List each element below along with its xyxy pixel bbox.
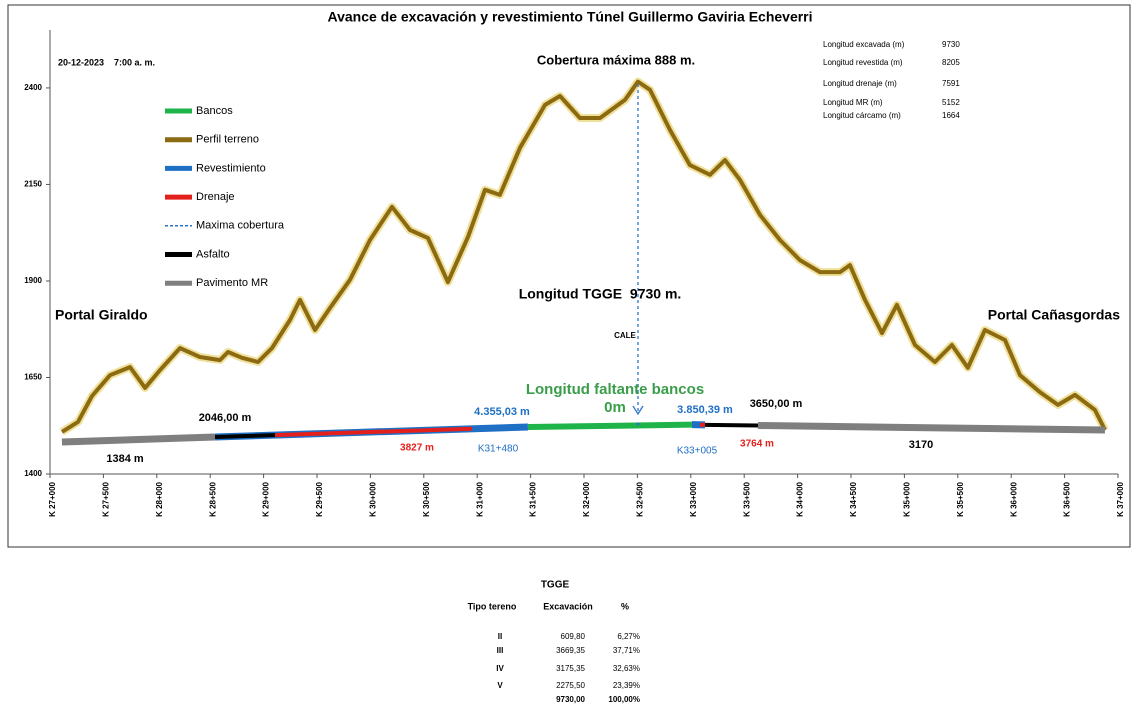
table-cell: 3669,35 [556,646,585,655]
x-tick-label: K 27+500 [102,481,111,516]
table-cell: 6,27% [617,632,640,641]
table-cell: 3175,35 [556,664,585,673]
x-tick-label: K 35+000 [903,481,912,516]
annotation: 1384 m [106,453,144,465]
stat-name: Longitud MR (m) [823,98,883,107]
x-tick-label: K 32+000 [582,481,591,516]
stat-name: Longitud cárcamo (m) [823,111,901,120]
table-cell: 23,39% [613,681,640,690]
legend-label: Revestimiento [196,162,266,174]
tunnel-segment [757,422,1106,434]
annotation: K31+480 [478,444,519,455]
table-cell: II [498,632,502,641]
annotation: CALE [614,331,636,340]
annotation: Cobertura máxima 888 m. [537,52,695,67]
table-cell: 609,80 [561,632,586,641]
y-tick-label: 2150 [24,180,42,189]
x-tick-label: K 30+500 [422,481,431,516]
stats-box: Longitud excavada (m) 9730 Longitud revest… [823,40,960,120]
date: 20-12-2023 7:00 a. m. [58,57,155,67]
chart-title: Avance de excavación y revestimiento Tún… [327,9,812,25]
annotation: Portal Giraldo [55,307,148,323]
stat-value: 1664 [942,111,960,120]
table-header: % [621,601,629,611]
tunnel-segment [214,433,276,440]
stat-value: 7591 [942,79,960,88]
tunnel-segment [274,426,473,438]
annotation: 3764 m [740,439,774,450]
annotation: 4.355,03 m [474,406,530,418]
stat-value: 9730 [942,40,960,49]
x-tick-label: K 28+000 [155,481,164,516]
table-total: 9730,00 [556,695,585,704]
table-cell: IV [496,664,504,673]
legend-label: Maxima cobertura [196,220,285,232]
legend-label: Drenaje [196,191,235,203]
x-tick-label: K 36+000 [1009,481,1018,516]
annotation: K33+005 [677,446,718,457]
annotation: 3170 [909,439,933,451]
annotation: 3.850,39 m [677,404,733,416]
tunnel-segment [704,422,759,428]
table-cell: V [497,681,503,690]
table-header: Tipo tereno [468,601,517,611]
stat-value: 8205 [942,58,960,67]
y-tick-label: 1650 [24,373,42,382]
table-total: 100,00% [608,695,640,704]
x-tick-label: K 29+500 [315,481,324,516]
annotation: 3827 m [400,443,434,454]
annotation: 0m [604,399,626,416]
max-cover-arrow [632,405,644,416]
annotation: Longitud faltante bancos [526,381,704,398]
x-tick-label: K 28+500 [208,481,217,516]
plot: 1400 1650 1900 2150 2400 K 27+000 K 27+500 K 28… [24,30,1125,517]
stat-name: Longitud revestida (m) [823,58,903,67]
tunnel-segment [61,433,216,446]
stat-name: Longitud excavada (m) [823,40,905,49]
max-cover-point [636,422,640,426]
x-tick-label: K 33+500 [742,481,751,516]
legend-label: Perfil terreno [196,134,259,146]
x-tick-label: K 36+500 [1063,481,1072,516]
table: TGGE Tipo tereno Excavación % II 609,80 6,27% I… [468,580,640,704]
x-tick-label: K 31+000 [475,481,484,516]
annotation: Longitud TGGE 9730 m. [519,286,682,302]
tunnel-segment [527,421,693,430]
stat-value: 5152 [942,98,960,107]
table-header: Excavación [543,601,593,611]
x-tick-label: K 27+000 [48,481,57,516]
x-tick-label: K 32+500 [636,481,645,516]
x-tick-label: K 37+000 [1116,481,1125,516]
table-cell: 2275,50 [556,681,585,690]
annotation: Portal Cañasgordas [988,307,1120,323]
table-title: TGGE [541,580,570,591]
table-cell: III [497,646,504,655]
x-tick-label: K 34+500 [849,481,858,516]
x-tick-label: K 33+000 [689,481,698,516]
legend-label: Pavimento MR [196,277,268,289]
x-tick-label: K 30+000 [369,481,378,516]
stat-name: Longitud drenaje (m) [823,79,897,88]
chart-frame [7,4,1131,548]
y-tick-label: 2400 [24,83,42,92]
annotation: 3650,00 m [750,398,803,410]
terrain-line [60,79,1107,434]
table-cell: 37,71% [613,646,640,655]
x-tick-label: K 31+500 [529,481,538,516]
y-tick-label: 1900 [24,276,42,285]
legend-label: Asfalto [196,248,230,260]
table-cell: 32,63% [613,664,640,673]
x-tick-label: K 35+500 [956,481,965,516]
annotation: 2046,00 m [199,412,252,424]
x-tick-label: K 34+000 [796,481,805,516]
x-tick-label: K 29+000 [262,481,271,516]
legend-label: Bancos [196,105,233,117]
y-tick-label: 1400 [24,469,42,478]
